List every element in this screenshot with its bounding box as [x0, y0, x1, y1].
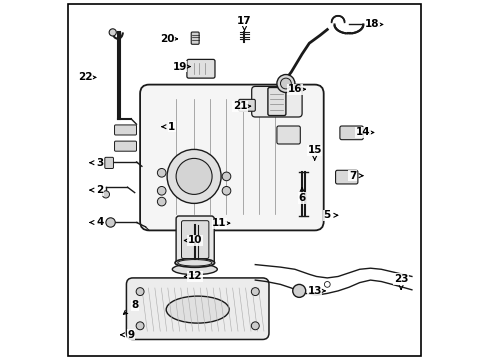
- FancyBboxPatch shape: [339, 126, 363, 140]
- Text: 14: 14: [355, 127, 370, 138]
- FancyBboxPatch shape: [267, 87, 285, 116]
- FancyBboxPatch shape: [126, 278, 268, 339]
- Text: 17: 17: [237, 16, 251, 26]
- Circle shape: [251, 322, 259, 330]
- Circle shape: [176, 158, 212, 194]
- Text: 7: 7: [348, 171, 355, 181]
- Text: 8: 8: [131, 300, 138, 310]
- FancyBboxPatch shape: [186, 59, 215, 78]
- Text: 4: 4: [96, 217, 103, 228]
- FancyBboxPatch shape: [114, 125, 136, 135]
- Circle shape: [292, 284, 305, 297]
- Circle shape: [106, 218, 115, 227]
- Text: 13: 13: [307, 286, 321, 296]
- Text: 6: 6: [298, 193, 305, 203]
- Circle shape: [251, 288, 259, 296]
- Text: 3: 3: [96, 158, 103, 168]
- FancyBboxPatch shape: [238, 99, 255, 111]
- Text: 18: 18: [365, 19, 379, 30]
- Text: 21: 21: [232, 101, 247, 111]
- Circle shape: [157, 168, 166, 177]
- Circle shape: [222, 186, 230, 195]
- FancyBboxPatch shape: [181, 221, 208, 258]
- Circle shape: [324, 282, 329, 287]
- Circle shape: [280, 78, 291, 89]
- Ellipse shape: [166, 296, 229, 323]
- Text: 20: 20: [160, 34, 174, 44]
- Circle shape: [136, 322, 144, 330]
- Text: 1: 1: [168, 122, 175, 132]
- Text: 23: 23: [393, 274, 407, 284]
- Circle shape: [276, 75, 294, 93]
- Text: 11: 11: [212, 218, 226, 228]
- Text: 2: 2: [96, 185, 103, 195]
- Circle shape: [157, 186, 166, 195]
- FancyBboxPatch shape: [176, 216, 214, 265]
- Circle shape: [136, 288, 144, 296]
- FancyBboxPatch shape: [335, 170, 357, 184]
- FancyBboxPatch shape: [276, 126, 300, 144]
- FancyBboxPatch shape: [114, 141, 136, 151]
- Text: 15: 15: [307, 145, 321, 156]
- Text: 22: 22: [78, 72, 92, 82]
- Text: 5: 5: [323, 210, 330, 220]
- Text: 10: 10: [187, 235, 202, 246]
- Circle shape: [222, 172, 230, 181]
- Circle shape: [109, 29, 116, 36]
- Ellipse shape: [172, 264, 217, 275]
- FancyBboxPatch shape: [191, 32, 199, 44]
- Circle shape: [167, 149, 221, 203]
- Ellipse shape: [175, 258, 214, 267]
- FancyBboxPatch shape: [140, 85, 323, 230]
- Text: 16: 16: [287, 84, 302, 94]
- Text: 19: 19: [172, 62, 186, 72]
- Text: 9: 9: [127, 330, 134, 340]
- FancyBboxPatch shape: [104, 157, 113, 168]
- Circle shape: [157, 197, 166, 206]
- Text: 12: 12: [187, 271, 202, 282]
- FancyBboxPatch shape: [251, 86, 302, 117]
- Circle shape: [102, 191, 109, 198]
